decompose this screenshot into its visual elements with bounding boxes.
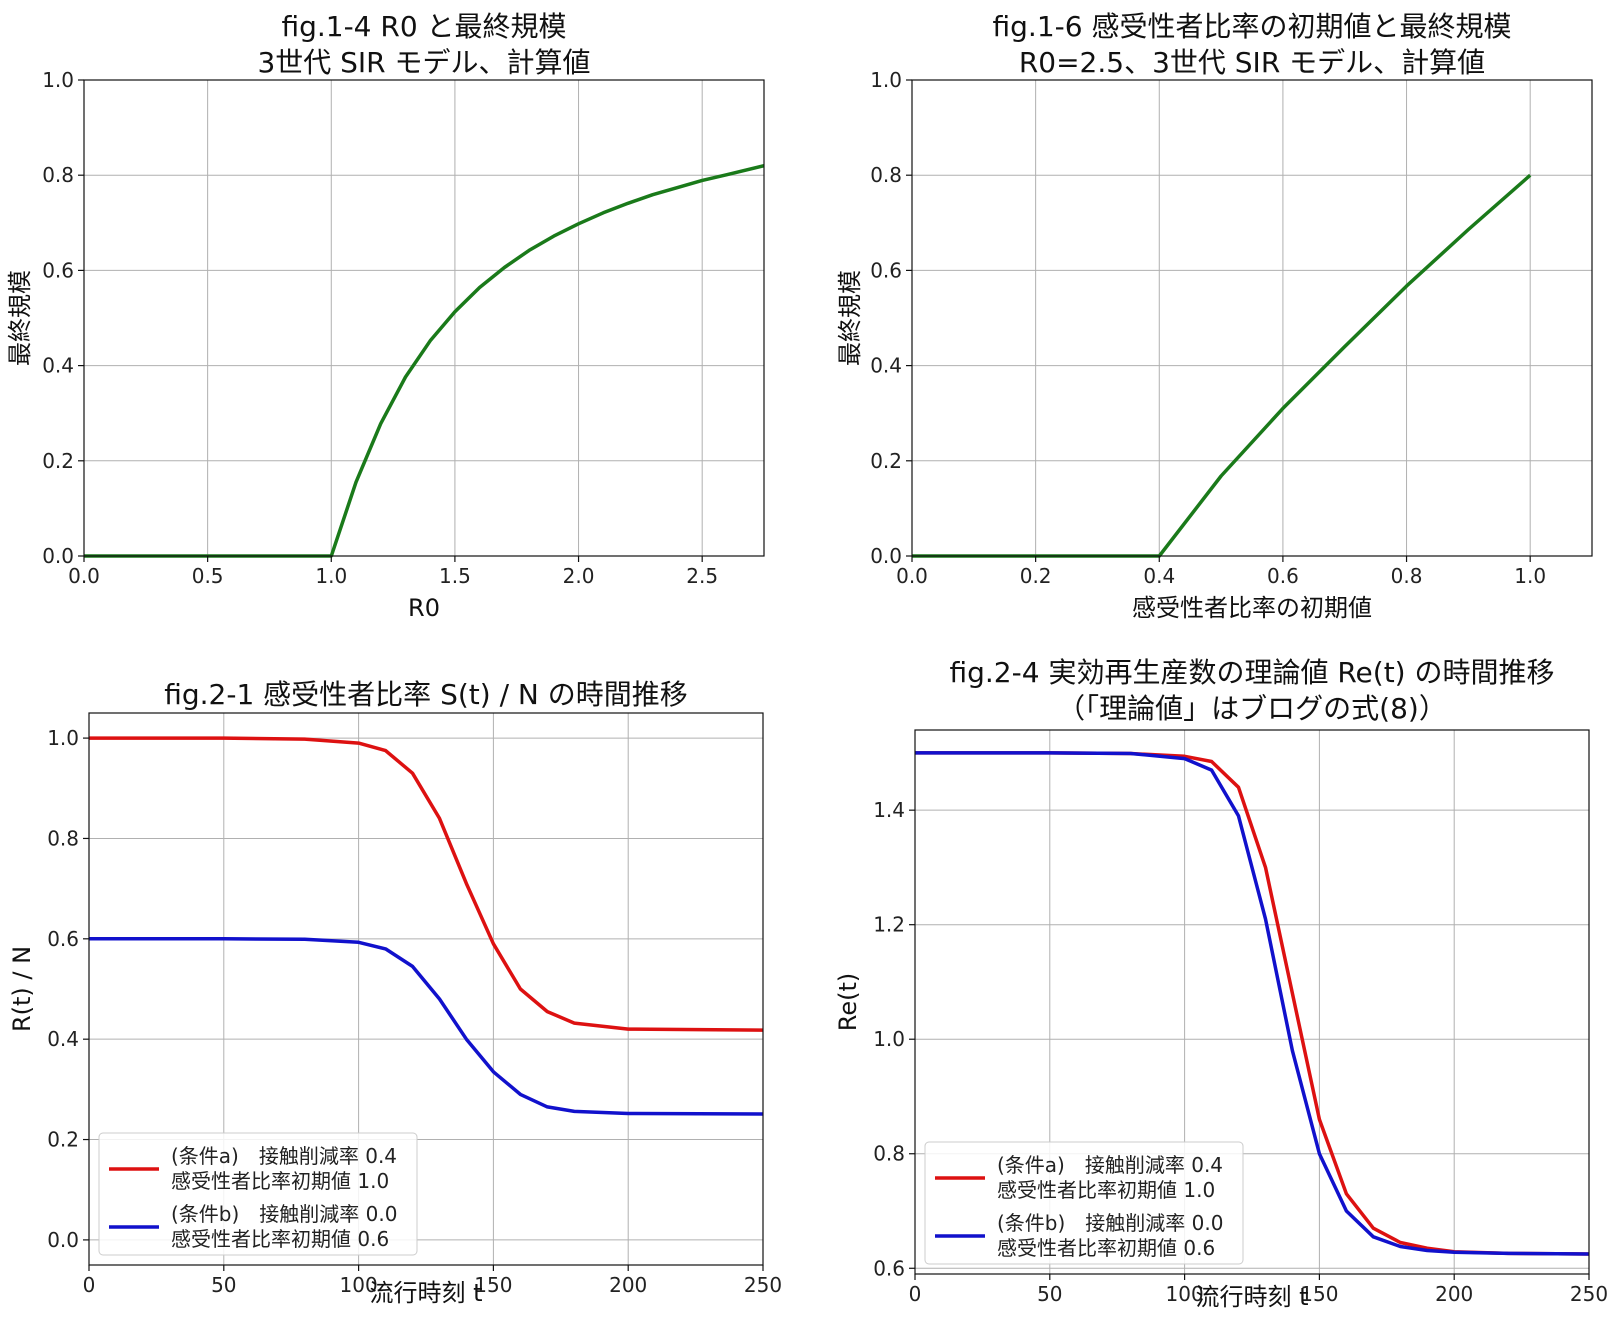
legend-label: 感受性者比率初期値 0.6 [171, 1227, 389, 1251]
y-tick-label: 1.0 [870, 68, 902, 92]
chart-fig14: 0.0 0.5 1.0 1.5 2.0 2.5 0.0 0.2 0.4 0.6 0.8 1.0 fig.… [6, 10, 765, 622]
series-line-最終規模 [84, 163, 765, 558]
y-axis-label: 最終規模 [836, 270, 864, 366]
plot-frame [911, 79, 1593, 557]
x-tick-label: 0.5 [192, 564, 224, 588]
y-tick-label: 1.0 [873, 1027, 905, 1051]
x-tick-label: 0 [909, 1282, 922, 1306]
x-tick-label: 2.0 [563, 564, 595, 588]
legend-box [924, 1141, 1244, 1265]
legend-label: 感受性者比率初期値 1.0 [997, 1178, 1215, 1202]
x-tick-label: 1.0 [1514, 564, 1546, 588]
y-tick-label: 0.4 [870, 354, 902, 378]
y-tick-label: 0.2 [870, 449, 902, 473]
y-tick-label: 1.2 [873, 913, 905, 937]
y-tick-label: 1.0 [47, 726, 79, 750]
x-tick-label: 150 [1300, 1282, 1338, 1306]
y-tick-label: 0.8 [47, 826, 79, 850]
y-tick-label: 0.2 [47, 1128, 79, 1152]
legend-label: 感受性者比率初期値 0.6 [997, 1236, 1215, 1260]
x-tick-label: 1.0 [315, 564, 347, 588]
legend-label: (条件a) 接触削減率 0.4 [171, 1144, 397, 1168]
x-tick-label: 100 [1166, 1282, 1204, 1306]
chart-fig16: 0.0 0.2 0.4 0.6 0.8 1.0 0.0 0.2 0.4 0.6 0.8 1.0 fig.… [836, 10, 1593, 622]
y-tick-label: 1.4 [873, 798, 905, 822]
chart-title-line: fig.2-4 実効再生産数の理論値 Re(t) の時間推移 [950, 656, 1555, 689]
plot-frame [88, 712, 764, 1266]
series-line-条件b [915, 751, 1590, 1256]
x-tick-label: 0.0 [68, 564, 100, 588]
x-tick-label: 1.5 [439, 564, 471, 588]
x-tick-label: 200 [1435, 1282, 1473, 1306]
chart-title-line: fig.2-1 感受性者比率 S(t) / N の時間推移 [164, 678, 688, 711]
x-tick-label: 0.8 [1391, 564, 1423, 588]
y-tick-label: 0.0 [870, 544, 902, 568]
x-tick-label: 2.5 [686, 564, 718, 588]
x-axis-label: 感受性者比率の初期値 [1132, 594, 1372, 622]
x-tick-label: 250 [744, 1273, 782, 1297]
y-tick-label: 0.8 [870, 163, 902, 187]
legend-label: (条件b) 接触削減率 0.0 [997, 1211, 1223, 1235]
x-axis-label: 流行時刻 t [369, 1279, 482, 1307]
y-tick-label: 0.6 [873, 1256, 905, 1280]
x-tick-label: 0.2 [1020, 564, 1052, 588]
chart-title-line: （「理論値」はブログの式(8)） [1057, 692, 1447, 725]
x-axis-label: 流行時刻 t [1195, 1283, 1308, 1311]
y-tick-label: 0.0 [42, 544, 74, 568]
series-line-条件b [89, 937, 764, 1116]
y-axis-label: Re(t) [834, 973, 862, 1032]
x-tick-label: 150 [474, 1273, 512, 1297]
y-tick-label: 0.8 [873, 1142, 905, 1166]
x-tick-label: 50 [211, 1273, 236, 1297]
x-tick-label: 250 [1570, 1282, 1608, 1306]
legend-label: (条件a) 接触削減率 0.4 [997, 1153, 1223, 1177]
legend-label: 感受性者比率初期値 1.0 [171, 1169, 389, 1193]
x-axis-label: R0 [408, 594, 440, 622]
x-tick-label: 0.6 [1267, 564, 1299, 588]
x-tick-label: 0.4 [1143, 564, 1175, 588]
chart-fig24: 0 50 100 150 200 250 0.6 0.8 1.0 1.2 1.4 fig.2-4 実効… [834, 656, 1608, 1311]
y-tick-label: 0.0 [47, 1228, 79, 1252]
y-axis-label: 最終規模 [6, 270, 34, 366]
y-tick-label: 0.6 [870, 258, 902, 282]
x-tick-label: 50 [1037, 1282, 1062, 1306]
y-tick-label: 0.6 [47, 927, 79, 951]
y-tick-label: 0.2 [42, 449, 74, 473]
plot-frame [914, 729, 1590, 1275]
x-tick-label: 200 [609, 1273, 647, 1297]
y-tick-label: 1.0 [42, 68, 74, 92]
series-line-条件a [89, 736, 764, 1032]
legend-box [98, 1132, 418, 1256]
chart-title-line: 3世代 SIR モデル、計算値 [257, 46, 590, 79]
x-tick-label: 0 [83, 1273, 96, 1297]
y-tick-label: 0.6 [42, 258, 74, 282]
chart-title-line: fig.1-4 R0 と最終規模 [281, 10, 566, 43]
chart-fig21: 0 50 100 150 200 250 0.0 0.2 0.4 0.6 0.8 1.0 fig.2-1… [8, 678, 782, 1307]
plot-frame [83, 79, 765, 557]
legend-label: (条件b) 接触削減率 0.0 [171, 1202, 397, 1226]
y-tick-label: 0.4 [47, 1027, 79, 1051]
chart-title-line: fig.1-6 感受性者比率の初期値と最終規模 [993, 10, 1512, 43]
y-tick-label: 0.4 [42, 354, 74, 378]
chart-title-line: R0=2.5、3世代 SIR モデル、計算値 [1019, 46, 1485, 79]
x-tick-label: 100 [340, 1273, 378, 1297]
plot-area [912, 80, 1592, 556]
y-axis-label: R(t) / N [8, 946, 36, 1032]
y-tick-label: 0.8 [42, 163, 74, 187]
plot-area [84, 80, 764, 556]
x-tick-label: 0.0 [896, 564, 928, 588]
